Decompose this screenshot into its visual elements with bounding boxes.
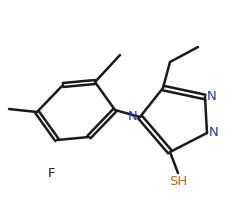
Text: SH: SH bbox=[168, 175, 186, 188]
Text: N: N bbox=[206, 91, 216, 103]
Text: F: F bbox=[48, 167, 56, 180]
Text: N: N bbox=[128, 110, 137, 124]
Text: N: N bbox=[208, 126, 218, 139]
